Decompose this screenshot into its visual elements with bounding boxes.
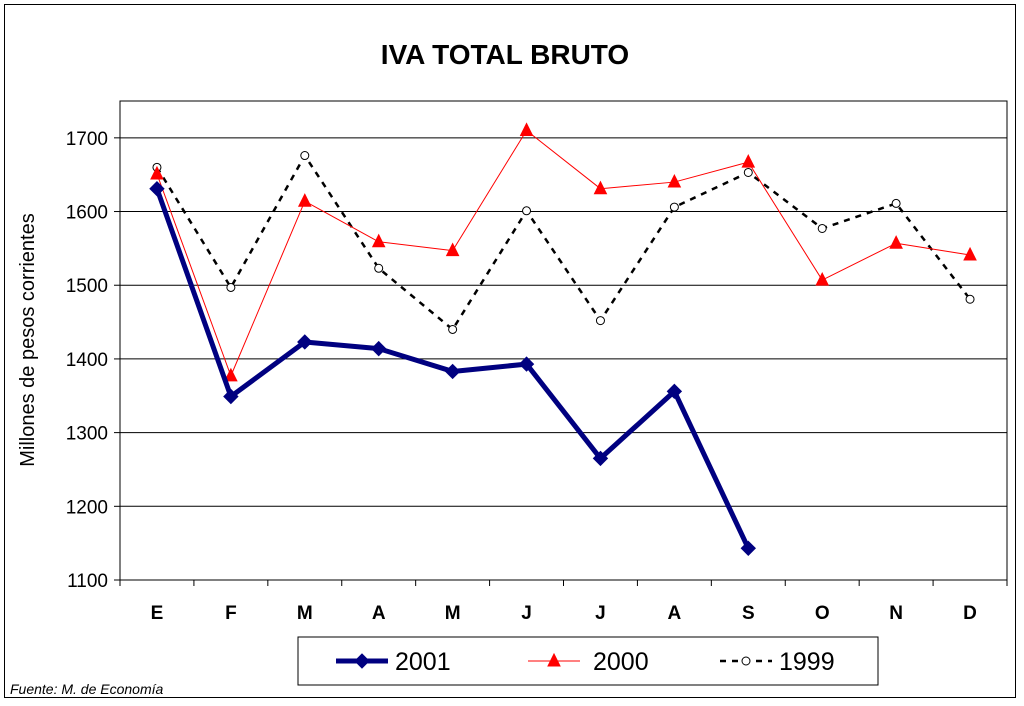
legend-label: 2001 xyxy=(395,648,451,676)
legend-marker xyxy=(741,656,751,666)
data-point-2000 xyxy=(593,180,608,195)
legend: 2001 2000 1999 xyxy=(336,648,835,676)
series-line-1999 xyxy=(155,154,972,331)
x-tick-label: J xyxy=(595,603,606,624)
data-point-1999 xyxy=(817,223,827,233)
x-tick-label: M xyxy=(297,603,313,624)
data-point-2001 xyxy=(740,540,756,557)
data-point-1999 xyxy=(891,198,901,208)
series-2000 xyxy=(150,122,977,382)
data-point-2001 xyxy=(223,388,239,405)
x-tick-label: S xyxy=(742,603,755,624)
data-point-2000 xyxy=(815,271,830,286)
data-point-2001 xyxy=(149,180,165,197)
legend-marker xyxy=(354,653,370,669)
data-point-1999 xyxy=(522,206,532,216)
x-tick-label: F xyxy=(225,603,237,624)
x-tick-label: O xyxy=(815,603,830,624)
data-point-2000 xyxy=(150,165,164,180)
legend-marker xyxy=(547,652,561,667)
y-tick-label: 1500 xyxy=(66,276,108,297)
data-point-2000 xyxy=(445,242,460,257)
data-point-2000 xyxy=(667,173,682,188)
y-tick-label: 1200 xyxy=(66,497,108,518)
data-point-2000 xyxy=(741,154,756,168)
y-tick-label: 1700 xyxy=(66,129,108,150)
legend-box xyxy=(297,636,879,686)
legend-item-1999: 1999 xyxy=(720,648,835,676)
source-note: Fuente: M. de Economía xyxy=(10,681,164,697)
data-point-2000 xyxy=(224,367,238,382)
data-point-1999 xyxy=(743,167,753,177)
data-point-2001 xyxy=(666,383,683,400)
data-point-2000 xyxy=(963,246,977,261)
data-point-1999 xyxy=(965,294,975,304)
y-axis-label: Millones de pesos corrientes xyxy=(17,213,39,466)
x-tick-label: A xyxy=(372,603,386,624)
data-point-2000 xyxy=(371,233,386,248)
plot-area xyxy=(119,100,1008,581)
data-point-2000 xyxy=(889,235,903,249)
y-tick-label: 1300 xyxy=(66,424,108,445)
data-point-1999 xyxy=(226,282,236,292)
x-tick-label: D xyxy=(963,603,977,624)
gridlines xyxy=(120,137,1007,507)
legend-label: 2000 xyxy=(593,648,649,676)
x-tick-label: J xyxy=(521,603,532,624)
series-1999 xyxy=(152,151,975,334)
x-tick-label: E xyxy=(151,603,164,624)
y-axis: 1100 1200 1300 1400 1500 1600 1700 xyxy=(66,129,120,592)
y-tick-label: 1600 xyxy=(66,203,108,224)
x-tick-label: N xyxy=(889,603,903,624)
data-point-1999 xyxy=(300,151,310,161)
data-point-2001 xyxy=(518,356,535,372)
y-tick-label: 1400 xyxy=(66,350,108,371)
data-point-2001 xyxy=(297,334,313,350)
data-point-2000 xyxy=(297,193,312,207)
series-2001 xyxy=(149,180,756,557)
data-point-1999 xyxy=(448,324,458,334)
y-tick-label: 1100 xyxy=(67,571,108,592)
data-point-1999 xyxy=(669,202,679,212)
chart-frame xyxy=(4,4,1016,698)
data-point-2001 xyxy=(592,450,609,467)
data-point-1999 xyxy=(595,316,605,326)
series-group xyxy=(149,122,977,557)
data-point-2001 xyxy=(444,363,461,380)
legend-label: 1999 xyxy=(779,648,835,676)
series-line-2000 xyxy=(156,129,971,377)
data-point-2001 xyxy=(371,340,387,357)
data-point-2000 xyxy=(519,122,534,136)
data-point-1999 xyxy=(374,263,384,273)
x-tick-label: A xyxy=(668,603,682,624)
legend-item-2001: 2001 xyxy=(336,648,451,676)
legend-item-2000: 2000 xyxy=(528,648,649,676)
chart-title: IVA TOTAL BRUTO xyxy=(381,39,629,70)
x-tick-label: M xyxy=(445,603,461,624)
